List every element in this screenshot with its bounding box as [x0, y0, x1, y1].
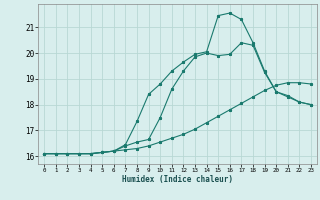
X-axis label: Humidex (Indice chaleur): Humidex (Indice chaleur) — [122, 175, 233, 184]
